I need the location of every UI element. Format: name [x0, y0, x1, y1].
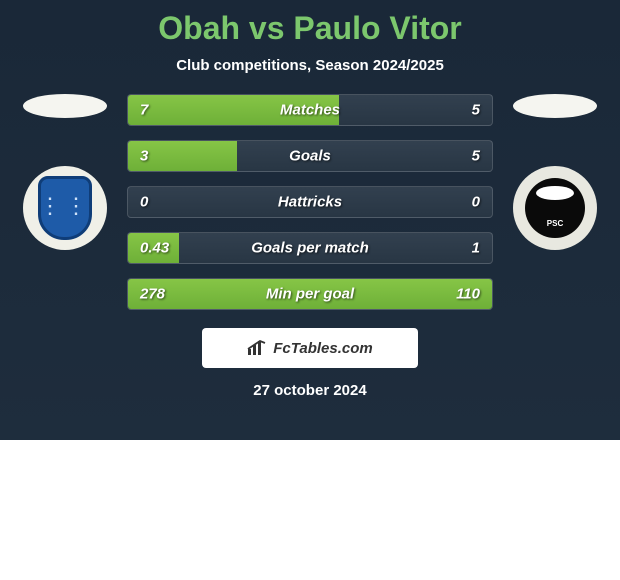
left-club-logo [23, 166, 107, 250]
stat-bar-hattricks: 0 Hattricks 0 [127, 186, 493, 218]
stat-bars: 7 Matches 5 3 Goals 5 0 Hattricks 0 [115, 94, 505, 310]
left-column [15, 94, 115, 250]
stat-bar-matches: 7 Matches 5 [127, 94, 493, 126]
stat-left-value: 3 [140, 148, 148, 165]
right-oval-shadow [513, 94, 597, 118]
brand-text: FcTables.com [273, 340, 372, 357]
stat-right-value: 5 [472, 148, 480, 165]
stat-label: Hattricks [278, 194, 342, 211]
left-oval-shadow [23, 94, 107, 118]
bars-icon [247, 340, 267, 356]
portimonense-shield-icon [525, 178, 585, 238]
stat-right-value: 1 [472, 240, 480, 257]
stat-bar-gpm: 0.43 Goals per match 1 [127, 232, 493, 264]
stat-right-value: 5 [472, 102, 480, 119]
stat-left-value: 7 [140, 102, 148, 119]
stat-label: Goals [289, 148, 331, 165]
stat-left-value: 0.43 [140, 240, 169, 257]
stat-right-value: 0 [472, 194, 480, 211]
vizela-shield-icon [38, 176, 92, 240]
stat-label: Min per goal [266, 286, 354, 303]
date-text: 27 october 2024 [253, 382, 366, 399]
stat-bar-mpg: 278 Min per goal 110 [127, 278, 493, 310]
stat-label: Matches [280, 102, 340, 119]
stat-left-value: 0 [140, 194, 148, 211]
page-title: Obah vs Paulo Vitor [158, 10, 461, 47]
main-row: 7 Matches 5 3 Goals 5 0 Hattricks 0 [0, 94, 620, 310]
right-club-logo [513, 166, 597, 250]
brand-box: FcTables.com [202, 328, 418, 368]
stat-left-value: 278 [140, 286, 165, 303]
comparison-card: Obah vs Paulo Vitor Club competitions, S… [0, 0, 620, 440]
stat-bar-goals: 3 Goals 5 [127, 140, 493, 172]
stat-right-value: 110 [456, 286, 480, 303]
right-column [505, 94, 605, 250]
stat-label: Goals per match [251, 240, 369, 257]
subtitle: Club competitions, Season 2024/2025 [176, 57, 444, 74]
